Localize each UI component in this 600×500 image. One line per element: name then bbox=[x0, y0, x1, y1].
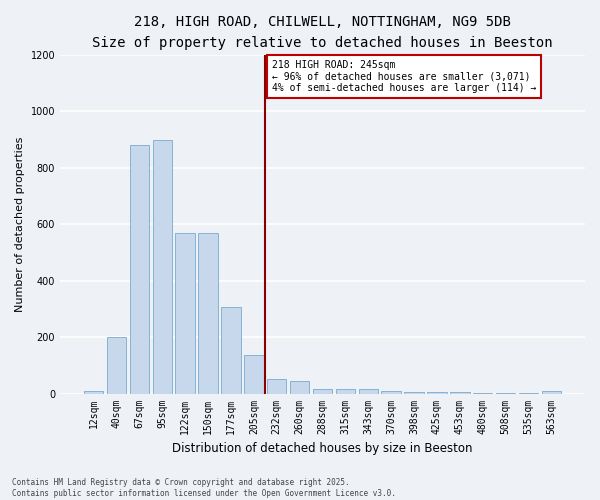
Text: 218 HIGH ROAD: 245sqm
← 96% of detached houses are smaller (3,071)
4% of semi-de: 218 HIGH ROAD: 245sqm ← 96% of detached … bbox=[272, 60, 536, 93]
Bar bbox=[473, 392, 493, 394]
Bar bbox=[175, 232, 195, 394]
Bar bbox=[404, 392, 424, 394]
Bar bbox=[84, 390, 103, 394]
Bar bbox=[427, 392, 446, 394]
Text: Contains HM Land Registry data © Crown copyright and database right 2025.
Contai: Contains HM Land Registry data © Crown c… bbox=[12, 478, 396, 498]
Bar bbox=[496, 393, 515, 394]
Bar bbox=[335, 390, 355, 394]
Bar bbox=[221, 308, 241, 394]
Bar bbox=[542, 392, 561, 394]
Bar bbox=[199, 232, 218, 394]
Bar bbox=[290, 381, 310, 394]
Bar bbox=[244, 356, 263, 394]
Y-axis label: Number of detached properties: Number of detached properties bbox=[15, 136, 25, 312]
Bar bbox=[130, 145, 149, 394]
Bar bbox=[359, 390, 378, 394]
Bar bbox=[382, 390, 401, 394]
Bar bbox=[107, 337, 126, 394]
Title: 218, HIGH ROAD, CHILWELL, NOTTINGHAM, NG9 5DB
Size of property relative to detac: 218, HIGH ROAD, CHILWELL, NOTTINGHAM, NG… bbox=[92, 15, 553, 50]
Bar bbox=[267, 380, 286, 394]
Bar bbox=[450, 392, 470, 394]
Bar bbox=[313, 390, 332, 394]
Bar bbox=[152, 140, 172, 394]
X-axis label: Distribution of detached houses by size in Beeston: Distribution of detached houses by size … bbox=[172, 442, 473, 455]
